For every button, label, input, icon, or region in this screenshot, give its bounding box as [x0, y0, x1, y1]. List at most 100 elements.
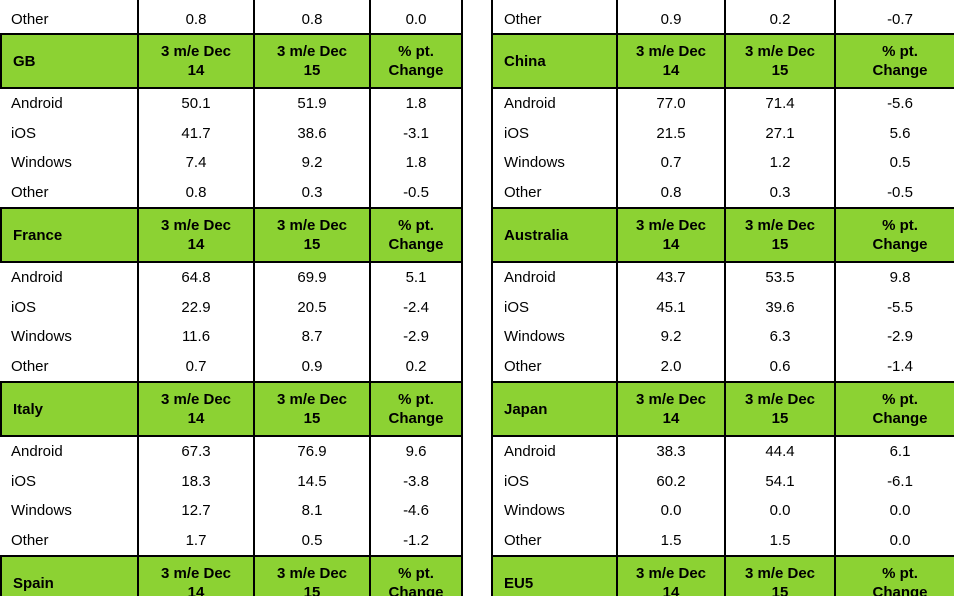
- os-data-row: iOS 22.9 20.5 -2.4: [0, 292, 463, 322]
- value-cell: 8.1: [253, 496, 369, 526]
- value-cell: 12.7: [137, 496, 253, 526]
- value-cell: 43.7: [616, 263, 724, 293]
- value-cell: -0.5: [834, 177, 954, 207]
- column-header: 3 m/e Dec 15: [724, 35, 834, 87]
- value-cell: -0.7: [834, 0, 954, 33]
- os-data-row: Android 50.1 51.9 1.8: [0, 89, 463, 119]
- country-header-row: Japan 3 m/e Dec 14 3 m/e Dec 15% pt. Chang…: [491, 381, 954, 437]
- os-label: Windows: [491, 322, 616, 352]
- column-header: 3 m/e Dec 15: [253, 557, 369, 596]
- os-label: Other: [11, 531, 49, 549]
- value-cell: 1.8: [369, 89, 463, 119]
- country-header-row: China 3 m/e Dec 14 3 m/e Dec 15% pt. Chang…: [491, 33, 954, 89]
- os-label: Windows: [491, 496, 616, 526]
- column-header: % pt. Change: [834, 209, 954, 261]
- value-cell: 51.9: [253, 89, 369, 119]
- os-data-row: iOS 60.2 54.1 -6.1: [491, 466, 954, 496]
- os-label: iOS: [11, 472, 37, 490]
- value-cell: 53.5: [724, 263, 834, 293]
- column-header: 3 m/e Dec 14: [137, 209, 253, 261]
- value-cell: 0.0: [834, 496, 954, 526]
- os-data-row: Windows 11.6 8.7 -2.9: [0, 322, 463, 352]
- value-cell: 5.6: [834, 118, 954, 148]
- value-cell: 1.5: [616, 525, 724, 555]
- column-header: 3 m/e Dec 14: [137, 383, 253, 435]
- country-label: Australia: [491, 209, 616, 261]
- os-data-row: Android 38.3 44.4 6.1: [491, 437, 954, 467]
- os-label: Other: [11, 183, 49, 201]
- column-header: 3 m/e Dec 15: [724, 209, 834, 261]
- column-header: % pt. Change: [369, 557, 463, 596]
- country-header-row: Spain 3 m/e Dec 14 3 m/e Dec 15% pt. Chang…: [0, 555, 463, 596]
- os-label: Other: [491, 525, 616, 555]
- value-cell: 0.8: [616, 177, 724, 207]
- value-cell: 0.3: [724, 177, 834, 207]
- value-cell: 54.1: [724, 466, 834, 496]
- os-data-row: iOS 18.3 14.5 -3.8: [0, 466, 463, 496]
- os-label: Android: [11, 443, 63, 461]
- value-cell: 69.9: [253, 263, 369, 293]
- value-cell: 38.3: [616, 437, 724, 467]
- country-label: EU5: [491, 557, 616, 596]
- value-cell: 0.0: [616, 496, 724, 526]
- column-header: 3 m/e Dec 14: [616, 209, 724, 261]
- value-cell: 1.2: [724, 148, 834, 178]
- os-data-row: Android 64.8 69.9 5.1: [0, 263, 463, 293]
- os-label: Android: [491, 437, 616, 467]
- column-header: 3 m/e Dec 15: [253, 209, 369, 261]
- column-header: 3 m/e Dec 15: [253, 383, 369, 435]
- value-cell: 0.2: [724, 0, 834, 33]
- country-header-row: EU5 3 m/e Dec 14 3 m/e Dec 15% pt. Change: [491, 555, 954, 596]
- os-label: Android: [11, 269, 63, 287]
- value-cell: 0.2: [369, 351, 463, 381]
- value-cell: 0.8: [253, 0, 369, 33]
- column-header: % pt. Change: [369, 383, 463, 435]
- country-label: GB: [0, 35, 137, 87]
- os-data-row: iOS 41.7 38.6 -3.1: [0, 118, 463, 148]
- value-cell: 67.3: [137, 437, 253, 467]
- column-header: 3 m/e Dec 14: [616, 383, 724, 435]
- os-data-row: Windows 9.2 6.3 -2.9: [491, 322, 954, 352]
- value-cell: -1.2: [369, 525, 463, 555]
- os-label: iOS: [11, 298, 37, 316]
- value-cell: 0.8: [137, 177, 253, 207]
- os-label: Windows: [491, 148, 616, 178]
- value-cell: 20.5: [253, 292, 369, 322]
- os-data-row: Windows 0.7 1.2 0.5: [491, 148, 954, 178]
- value-cell: 5.1: [369, 263, 463, 293]
- value-cell: -2.9: [369, 322, 463, 352]
- value-cell: 1.7: [137, 525, 253, 555]
- value-cell: 0.0: [834, 525, 954, 555]
- partial-top-row: Other 0.9 0.2 -0.7: [491, 0, 954, 33]
- value-cell: 9.8: [834, 263, 954, 293]
- value-cell: 77.0: [616, 89, 724, 119]
- value-cell: 60.2: [616, 466, 724, 496]
- value-cell: 2.0: [616, 351, 724, 381]
- value-cell: 0.3: [253, 177, 369, 207]
- os-data-row: Other 0.8 0.3 -0.5: [491, 177, 954, 207]
- value-cell: -5.6: [834, 89, 954, 119]
- os-label: Windows: [11, 328, 72, 346]
- value-cell: 7.4: [137, 148, 253, 178]
- os-label: Android: [491, 89, 616, 119]
- country-header-row: GB 3 m/e Dec 14 3 m/e Dec 15% pt. Change: [0, 33, 463, 89]
- value-cell: -2.9: [834, 322, 954, 352]
- value-cell: 0.0: [724, 496, 834, 526]
- table-left-column: Other 0.8 0.8 0.0 GB 3 m/e Dec 14 3 m/e Dec 15…: [0, 0, 463, 596]
- value-cell: 6.3: [724, 322, 834, 352]
- value-cell: 38.6: [253, 118, 369, 148]
- country-header-row: France 3 m/e Dec 14 3 m/e Dec 15% pt. Chan…: [0, 207, 463, 263]
- os-data-row: Other 1.7 0.5 -1.2: [0, 525, 463, 555]
- value-cell: 11.6: [137, 322, 253, 352]
- value-cell: -2.4: [369, 292, 463, 322]
- column-header: % pt. Change: [834, 35, 954, 87]
- value-cell: -4.6: [369, 496, 463, 526]
- country-label: France: [0, 209, 137, 261]
- column-header: % pt. Change: [369, 35, 463, 87]
- os-label: Other: [491, 0, 616, 33]
- country-label: Spain: [0, 557, 137, 596]
- value-cell: -1.4: [834, 351, 954, 381]
- os-data-row: Android 43.7 53.5 9.8: [491, 263, 954, 293]
- os-label: Windows: [11, 502, 72, 520]
